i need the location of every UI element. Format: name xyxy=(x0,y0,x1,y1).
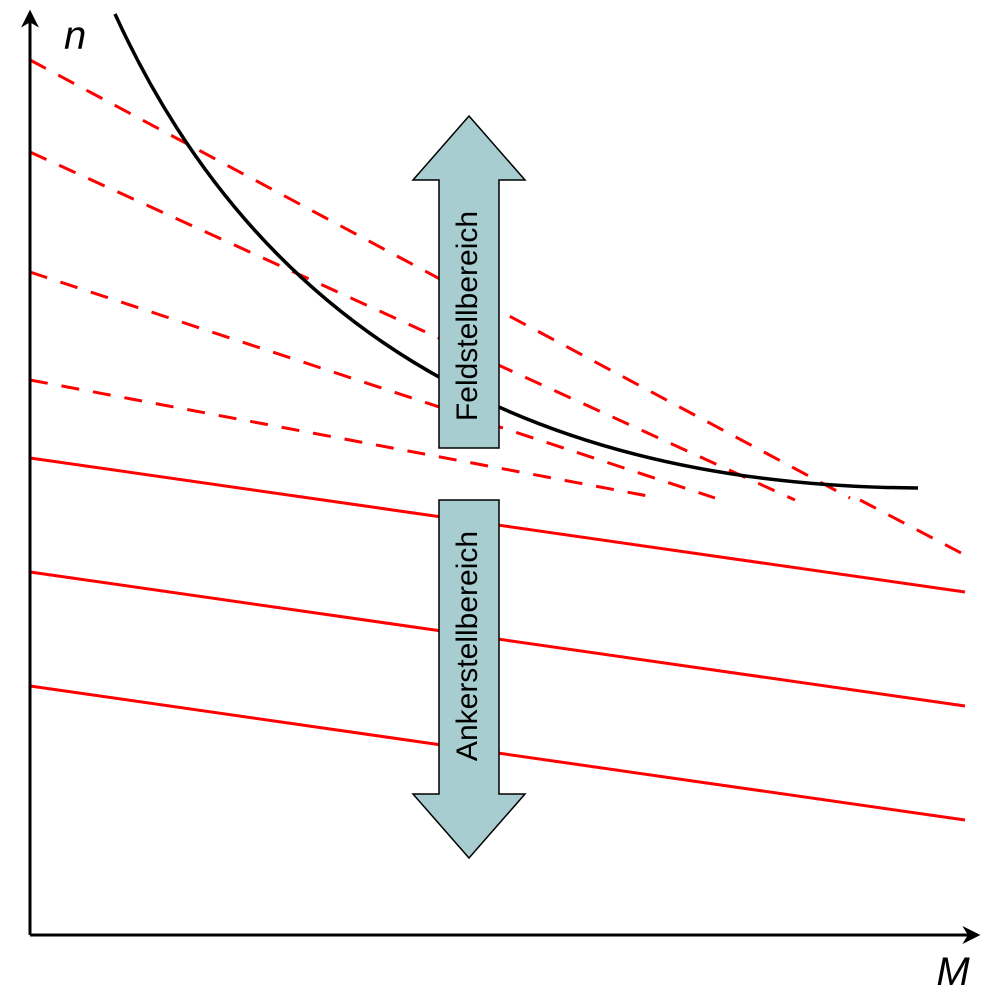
feld-line-stub xyxy=(860,500,965,555)
feld-line-2 xyxy=(30,272,715,498)
x-axis-label: M xyxy=(936,950,970,994)
limit-hyperbola xyxy=(115,14,918,488)
feld-line-1 xyxy=(30,152,795,500)
feld-line-3 xyxy=(30,380,648,496)
y-axis-label: n xyxy=(64,14,86,58)
anker-arrow-label: Ankerstellbereich xyxy=(451,531,484,761)
feld-arrow-label: Feldstellbereich xyxy=(451,211,484,421)
